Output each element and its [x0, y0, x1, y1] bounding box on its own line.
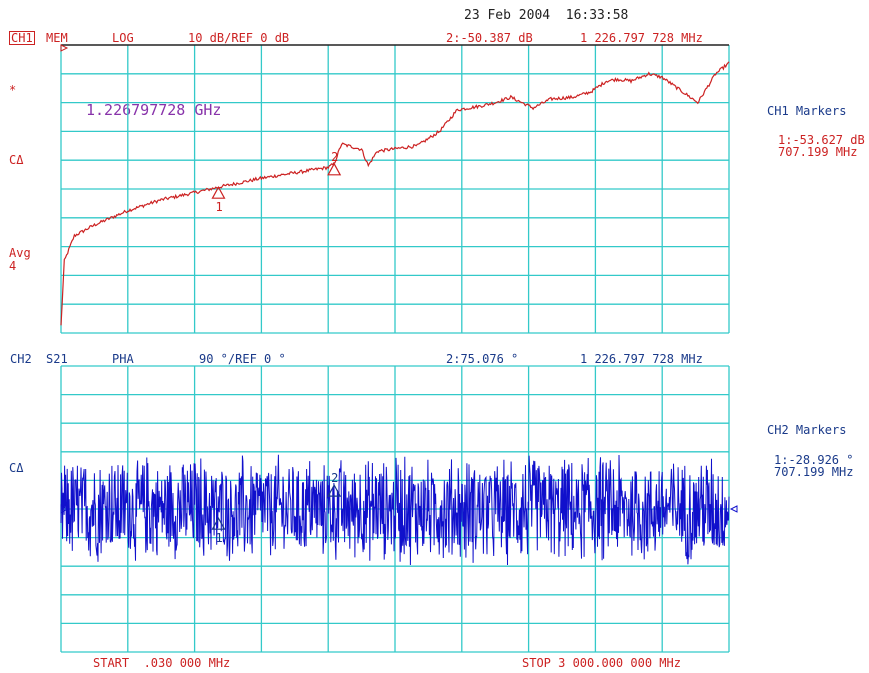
ch1-marker1-freq: 707.199 MHz — [778, 145, 858, 159]
marker-2-symbol — [327, 162, 342, 176]
ch1-avg-label: Avg — [9, 246, 31, 260]
stop-frequency: STOP 3 000.000 000 MHz — [522, 656, 681, 670]
ch1-trace — [60, 61, 730, 326]
ch1-grid — [60, 44, 730, 334]
ch1-active-marker: 2:-50.387 dB — [446, 31, 533, 45]
marker-1-label: 1 — [215, 200, 222, 214]
ch2-reference-arrow-right — [729, 505, 738, 513]
marker-1-symbol — [211, 185, 226, 199]
ch2-label[interactable]: CH2 — [10, 352, 32, 366]
ch2-markers: 12 — [211, 471, 342, 545]
ch1-star-label: * — [9, 83, 17, 97]
ch2-trace — [60, 454, 730, 566]
ch2-active-freq: 1 226.797 728 MHz — [580, 352, 703, 366]
ch2-correction-label: CΔ — [9, 461, 24, 475]
marker-2-label: 2 — [331, 150, 338, 164]
marker-1-label: 1 — [215, 531, 222, 545]
marker-2-symbol — [327, 483, 342, 497]
ch1-correction-label: CΔ — [9, 153, 24, 167]
ch1-format: LOG — [112, 31, 134, 45]
marker-2-label: 2 — [331, 471, 338, 485]
ch1-reference-arrow — [60, 44, 69, 52]
ch1-markers: 12 — [211, 150, 342, 214]
ch2-markers-title: CH2 Markers — [767, 423, 847, 437]
ch2-reference-arrow-left — [60, 504, 68, 514]
reference-indicators — [60, 44, 738, 514]
start-frequency: START .030 000 MHz — [93, 656, 231, 670]
ch1-marker-frequency-readout: 1.226797728 GHz — [86, 101, 222, 119]
ch2-marker1-value: 1:-28.926 ° — [774, 453, 854, 467]
ch1-label[interactable]: CH1 — [9, 31, 35, 45]
ch2-meas: S21 — [46, 352, 68, 366]
ch2-marker1-freq: 707.199 MHz — [774, 465, 854, 479]
ch1-active-freq: 1 226.797 728 MHz — [580, 31, 703, 45]
ch2-active-marker: 2:75.076 ° — [446, 352, 519, 366]
datetime: 23 Feb 2004 16:33:58 — [464, 8, 629, 23]
ch2-format: PHA — [112, 352, 134, 366]
marker-1-symbol — [211, 516, 226, 530]
ch1-avg-count: 4 — [9, 259, 17, 273]
ch2-scale: 90 °/REF 0 ° — [199, 352, 286, 366]
ch1-meas: MEM — [46, 31, 68, 45]
ch1-scale: 10 dB/REF 0 dB — [188, 31, 290, 45]
ch1-markers-title: CH1 Markers — [767, 104, 847, 118]
ch1-marker1-value: 1:-53.627 dB — [778, 133, 865, 147]
